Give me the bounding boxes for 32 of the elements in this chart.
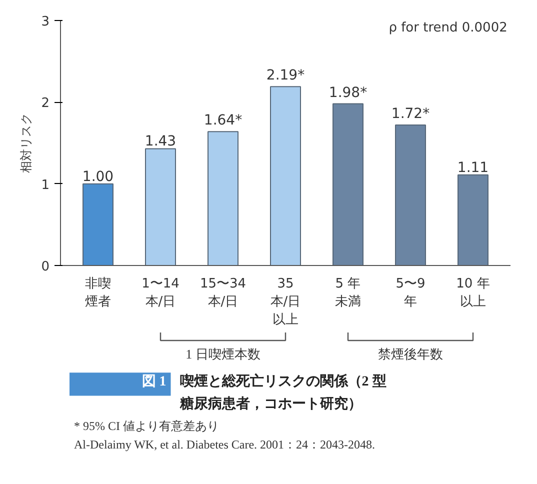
y-tick-label: 1 — [41, 178, 50, 193]
bar — [208, 131, 238, 266]
bar — [395, 124, 426, 266]
bar — [270, 86, 301, 266]
text: 1 日喫煙本数 — [186, 346, 260, 362]
bar — [458, 174, 488, 266]
bar — [145, 148, 176, 266]
data-label: 1.00 — [82, 168, 114, 185]
x-tick-label: 15〜34本/日 — [200, 276, 246, 310]
x-tick-label: 1〜14本/日 — [142, 276, 180, 310]
data-label: 1.43 — [144, 134, 176, 150]
y-axis-title: 相対リスク — [19, 113, 34, 173]
text: 禁煙後年数 — [378, 346, 443, 362]
data-label: 1.11 — [457, 160, 489, 176]
data-label: 1.64* — [204, 112, 242, 129]
x-tick-label: 5 年未満 — [335, 276, 361, 310]
data-label: 1.72* — [391, 106, 430, 122]
y-tick-label: 2 — [41, 96, 50, 112]
y-tick-label: 0 — [41, 260, 50, 274]
x-tick-label: 5〜9年 — [396, 276, 426, 310]
x-tick-label: 10 年以上 — [456, 276, 490, 310]
x-tick-label: 非喫煙者 — [85, 276, 111, 310]
text: * 95% CI 値より有意差あり — [74, 418, 219, 433]
text: 図 1 喫煙と総死亡リスクの関係（2 型糖尿病患者，コホート研究） — [142, 372, 386, 412]
data-label: 1.98* — [328, 84, 368, 101]
x-tick-label: 35本/日以上 — [270, 276, 301, 328]
y-tick-label: 3 — [41, 14, 50, 30]
text: Al-Delaimy WK, et al. Diabetes Care. 2001：24：2043-2048. — [74, 438, 376, 452]
bar — [82, 183, 114, 266]
bar — [332, 103, 364, 266]
data-label: 2.19* — [266, 68, 305, 84]
annotation: ρ for trend 0.0002 — [388, 20, 508, 36]
